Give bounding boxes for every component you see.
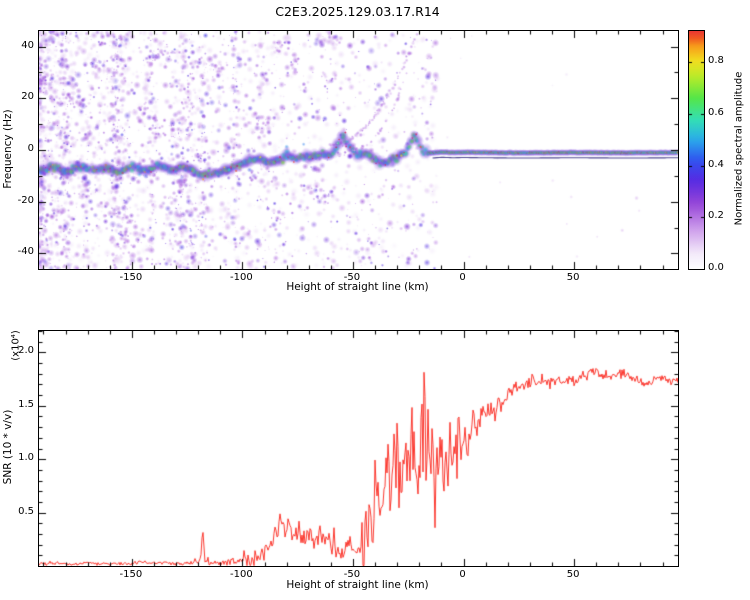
tick-label: 0: [27, 143, 34, 154]
tick-label: 40: [21, 39, 34, 51]
tick-label: -150: [119, 272, 143, 283]
tick-label: 0.8: [708, 55, 724, 67]
spectrogram-canvas: [39, 31, 678, 269]
tick-label: 20: [21, 91, 34, 103]
snr-canvas: [39, 331, 678, 566]
tick-label: 50: [566, 569, 580, 580]
tick-label: -100: [230, 272, 253, 283]
tick-label: -150: [119, 569, 143, 580]
tick-label: -40: [17, 246, 34, 258]
height-axis-label-bottom: Height of straight line (km): [286, 579, 429, 591]
tick-label: 0.5: [18, 505, 34, 517]
tick-label: 0: [459, 569, 466, 580]
tick-label: -50: [343, 569, 361, 580]
tick-label: -20: [17, 194, 34, 206]
snr-panel: [38, 330, 679, 567]
tick-label: 0: [459, 272, 466, 283]
colorbar: [688, 30, 705, 270]
tick-label: 0.6: [708, 106, 724, 118]
colorbar-canvas: [689, 31, 704, 269]
tick-label: 1.5: [18, 398, 34, 410]
tick-label: 0.4: [708, 158, 724, 170]
tick-label: 0.0: [708, 262, 724, 273]
height-axis-label-top: Height of straight line (km): [286, 281, 429, 293]
tick-label: 2.0: [18, 345, 34, 357]
tick-label: -100: [230, 569, 253, 580]
tick-label: 50: [566, 272, 580, 283]
spectrogram-panel: [38, 30, 679, 270]
tick-label: -50: [343, 272, 361, 283]
tick-label: 0.2: [708, 210, 724, 222]
chart-title: C2E3.2025.129.03.17.R14: [275, 4, 440, 19]
tick-label: 1.0: [18, 452, 34, 464]
